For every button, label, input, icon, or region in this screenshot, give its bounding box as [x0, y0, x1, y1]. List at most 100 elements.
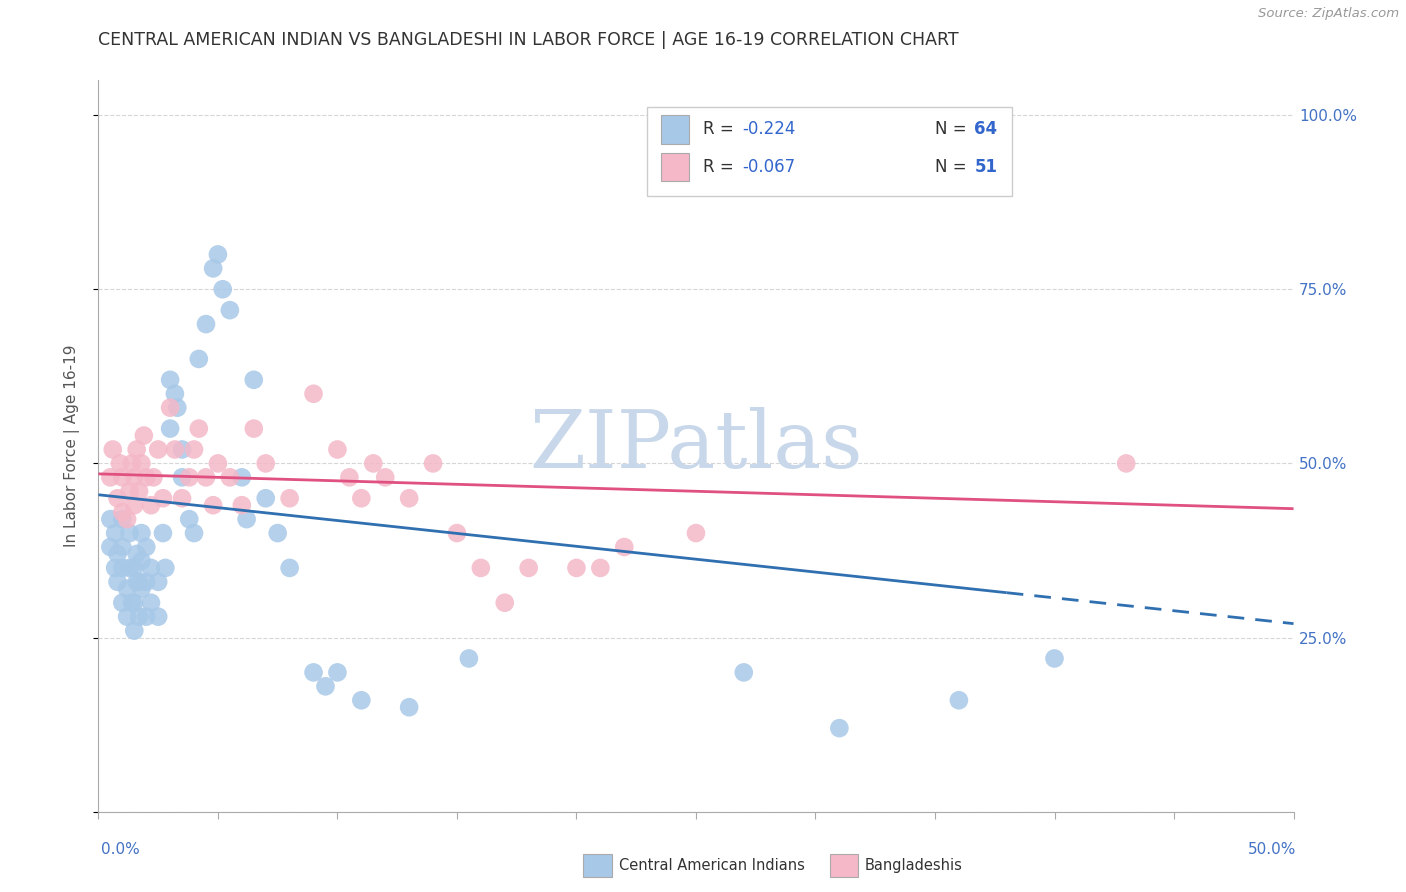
- Point: [142, 470, 165, 484]
- Point: [302, 665, 325, 680]
- Point: [398, 491, 420, 506]
- Point: [128, 484, 150, 499]
- Point: [139, 498, 162, 512]
- Point: [446, 526, 468, 541]
- Point: [1115, 457, 1137, 471]
- Point: [179, 470, 201, 484]
- Point: [172, 442, 194, 457]
- Point: [107, 547, 129, 561]
- Point: [125, 442, 148, 457]
- Point: [187, 351, 209, 366]
- Point: [398, 700, 420, 714]
- Point: [148, 609, 170, 624]
- Point: [111, 505, 134, 519]
- Point: [183, 442, 205, 457]
- Text: N =: N =: [935, 158, 972, 176]
- Point: [339, 470, 360, 484]
- Point: [207, 457, 229, 471]
- Point: [139, 596, 162, 610]
- Point: [179, 512, 201, 526]
- Point: [98, 512, 122, 526]
- Point: [326, 442, 349, 457]
- Point: [243, 421, 266, 435]
- Point: [131, 554, 153, 568]
- Point: [159, 373, 181, 387]
- Point: [470, 561, 492, 575]
- Point: [111, 512, 134, 526]
- Point: [98, 470, 122, 484]
- Text: -0.067: -0.067: [742, 158, 796, 176]
- Point: [131, 526, 153, 541]
- Point: [124, 498, 146, 512]
- Text: Central American Indians: Central American Indians: [619, 858, 804, 872]
- Point: [302, 386, 325, 401]
- Point: [589, 561, 612, 575]
- Point: [733, 665, 755, 680]
- Point: [172, 470, 194, 484]
- Point: [685, 526, 707, 541]
- Point: [211, 282, 233, 296]
- Point: [194, 470, 218, 484]
- Point: [124, 470, 146, 484]
- Point: [231, 470, 253, 484]
- Text: -0.224: -0.224: [742, 120, 796, 138]
- Text: Source: ZipAtlas.com: Source: ZipAtlas.com: [1258, 7, 1399, 21]
- Y-axis label: In Labor Force | Age 16-19: In Labor Force | Age 16-19: [65, 344, 80, 548]
- Point: [121, 596, 143, 610]
- Point: [494, 596, 516, 610]
- Point: [187, 421, 209, 435]
- Point: [115, 609, 138, 624]
- Point: [152, 491, 174, 506]
- Point: [111, 561, 134, 575]
- Point: [124, 561, 146, 575]
- Point: [828, 721, 851, 735]
- Point: [517, 561, 540, 575]
- Text: ZIPatlas: ZIPatlas: [529, 407, 863, 485]
- Point: [125, 547, 148, 561]
- Point: [202, 498, 225, 512]
- Point: [124, 624, 146, 638]
- Point: [131, 582, 153, 596]
- Text: CENTRAL AMERICAN INDIAN VS BANGLADESHI IN LABOR FORCE | AGE 16-19 CORRELATION CH: CENTRAL AMERICAN INDIAN VS BANGLADESHI I…: [98, 31, 959, 49]
- Point: [315, 679, 337, 693]
- Point: [132, 428, 155, 442]
- Point: [202, 261, 225, 276]
- Point: [125, 574, 148, 589]
- Point: [135, 574, 157, 589]
- Point: [326, 665, 349, 680]
- Point: [254, 457, 277, 471]
- Point: [107, 574, 129, 589]
- Point: [139, 561, 162, 575]
- Point: [278, 561, 301, 575]
- Point: [231, 498, 253, 512]
- Text: 50.0%: 50.0%: [1249, 842, 1296, 856]
- Point: [107, 491, 129, 506]
- Point: [613, 540, 636, 554]
- Point: [207, 247, 229, 261]
- Point: [135, 609, 157, 624]
- Point: [458, 651, 481, 665]
- Point: [128, 574, 150, 589]
- Point: [1043, 651, 1066, 665]
- Point: [350, 693, 373, 707]
- Text: 0.0%: 0.0%: [101, 842, 141, 856]
- Point: [104, 561, 127, 575]
- Text: R =: R =: [703, 158, 740, 176]
- Point: [159, 401, 181, 415]
- Point: [135, 470, 157, 484]
- Point: [948, 693, 970, 707]
- Point: [148, 574, 170, 589]
- Text: 64: 64: [974, 120, 997, 138]
- Point: [422, 457, 444, 471]
- Text: R =: R =: [703, 120, 740, 138]
- Point: [121, 457, 143, 471]
- Point: [159, 421, 181, 435]
- Point: [363, 457, 385, 471]
- Point: [115, 512, 138, 526]
- Point: [194, 317, 218, 331]
- Text: Bangladeshis: Bangladeshis: [865, 858, 963, 872]
- Point: [254, 491, 277, 506]
- Point: [374, 470, 396, 484]
- Point: [148, 442, 170, 457]
- Point: [565, 561, 588, 575]
